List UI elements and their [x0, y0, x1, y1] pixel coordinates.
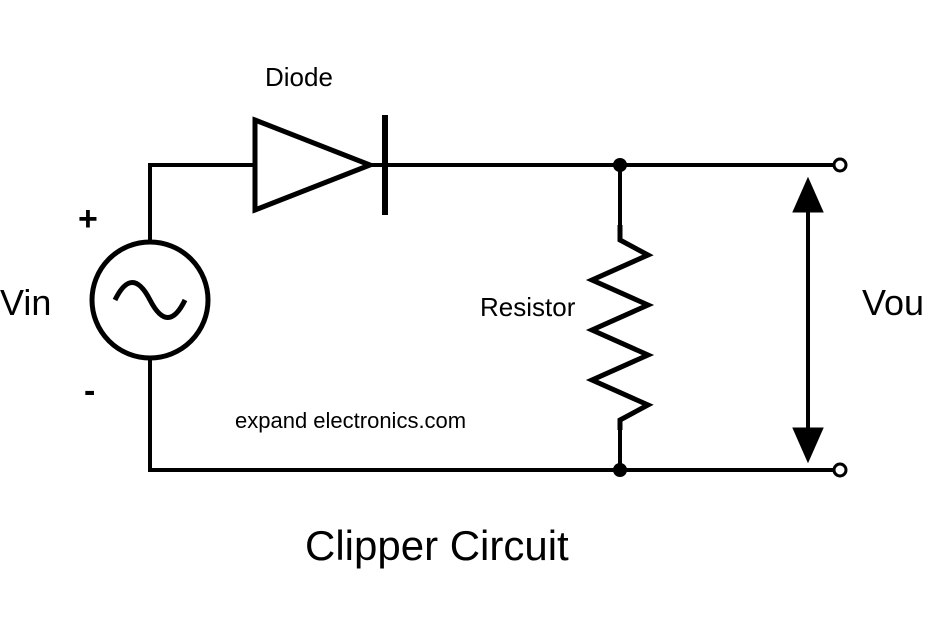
watermark-text: expand electronics.com [235, 408, 466, 434]
minus-label: - [84, 372, 95, 411]
vin-label: Vin [0, 282, 51, 324]
output-terminals [834, 159, 846, 476]
plus-label: + [78, 200, 98, 239]
diagram-title: Clipper Circuit [305, 522, 569, 570]
vout-label: Vou [862, 282, 924, 324]
diode-label: Diode [265, 62, 333, 93]
resistor-label: Resistor [480, 292, 575, 323]
resistor-symbol [592, 225, 648, 430]
vout-arrow [793, 178, 823, 462]
ac-source [92, 242, 208, 358]
diode-symbol [245, 115, 400, 215]
